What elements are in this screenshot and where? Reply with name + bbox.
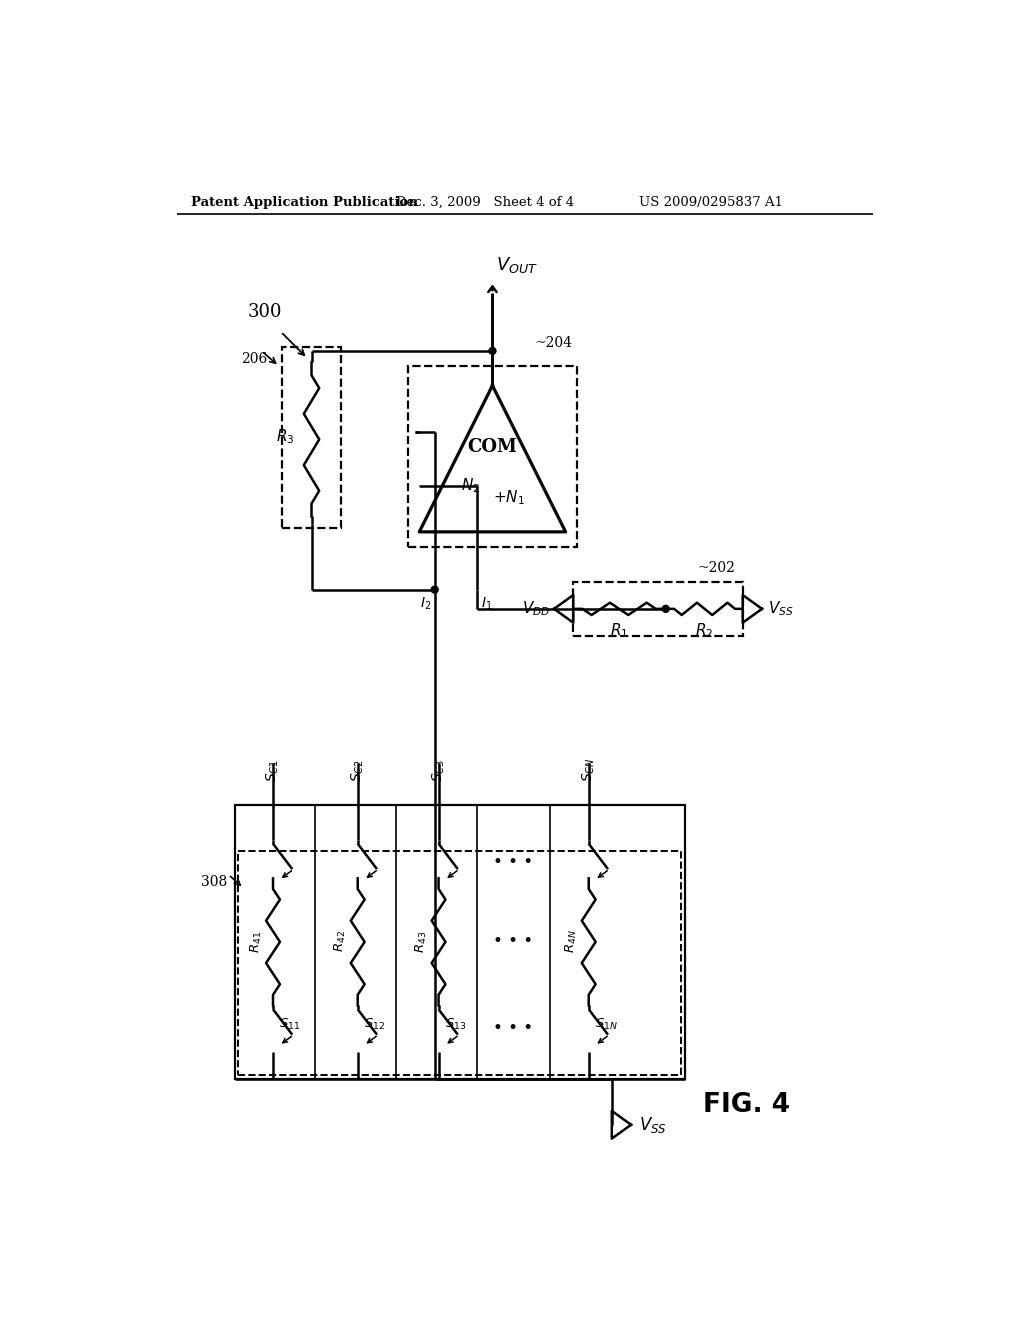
Text: $I_1$: $I_1$ <box>481 595 493 611</box>
Text: 308: 308 <box>201 875 226 890</box>
Text: FIG. 4: FIG. 4 <box>703 1093 791 1118</box>
Circle shape <box>489 347 496 354</box>
Text: COM: COM <box>468 438 517 457</box>
Text: $N_2$: $N_2$ <box>462 477 480 495</box>
Text: $R_3$: $R_3$ <box>276 428 295 446</box>
Text: $R_1$: $R_1$ <box>610 622 629 640</box>
Text: $V_{OUT}$: $V_{OUT}$ <box>497 255 539 275</box>
Text: $R_{42}$: $R_{42}$ <box>334 931 348 953</box>
Text: $S_{1N}$: $S_{1N}$ <box>595 1018 617 1032</box>
Text: $V_{SS}$: $V_{SS}$ <box>768 599 794 618</box>
Bar <box>239 851 681 1074</box>
Text: Patent Application Publication: Patent Application Publication <box>190 195 418 209</box>
Text: $R_{41}$: $R_{41}$ <box>249 931 264 953</box>
Text: • • •: • • • <box>494 1020 534 1038</box>
Text: • • •: • • • <box>494 933 534 950</box>
Text: • • •: • • • <box>494 854 534 871</box>
Bar <box>408 366 578 548</box>
Text: $I_2$: $I_2$ <box>420 595 431 611</box>
Bar <box>283 347 341 528</box>
Text: $S_{C3}$: $S_{C3}$ <box>430 759 446 781</box>
Text: US 2009/0295837 A1: US 2009/0295837 A1 <box>639 195 782 209</box>
Text: $R_2$: $R_2$ <box>695 622 714 640</box>
Text: $R_{43}$: $R_{43}$ <box>415 931 429 953</box>
Text: $V_{SS}$: $V_{SS}$ <box>639 1115 667 1135</box>
Text: $S_{C1}$: $S_{C1}$ <box>265 759 282 781</box>
Text: Dec. 3, 2009   Sheet 4 of 4: Dec. 3, 2009 Sheet 4 of 4 <box>396 195 574 209</box>
Text: ~202: ~202 <box>697 561 735 576</box>
Circle shape <box>663 606 669 612</box>
Bar <box>234 805 685 1078</box>
Text: $S_{CN}$: $S_{CN}$ <box>581 758 597 781</box>
Text: 300: 300 <box>248 304 283 321</box>
Text: $V_{DD}$: $V_{DD}$ <box>522 599 550 618</box>
Text: $+N_1$: $+N_1$ <box>494 488 525 507</box>
Text: $S_{C2}$: $S_{C2}$ <box>349 759 366 781</box>
Bar <box>573 582 742 636</box>
Circle shape <box>431 586 438 593</box>
Text: $R_{4N}$: $R_{4N}$ <box>564 929 580 953</box>
Text: $S_{13}$: $S_{13}$ <box>444 1018 466 1032</box>
Text: $S_{11}$: $S_{11}$ <box>280 1018 300 1032</box>
Text: 206: 206 <box>241 351 267 366</box>
Text: $S_{12}$: $S_{12}$ <box>364 1018 385 1032</box>
Text: ~204: ~204 <box>535 337 572 350</box>
